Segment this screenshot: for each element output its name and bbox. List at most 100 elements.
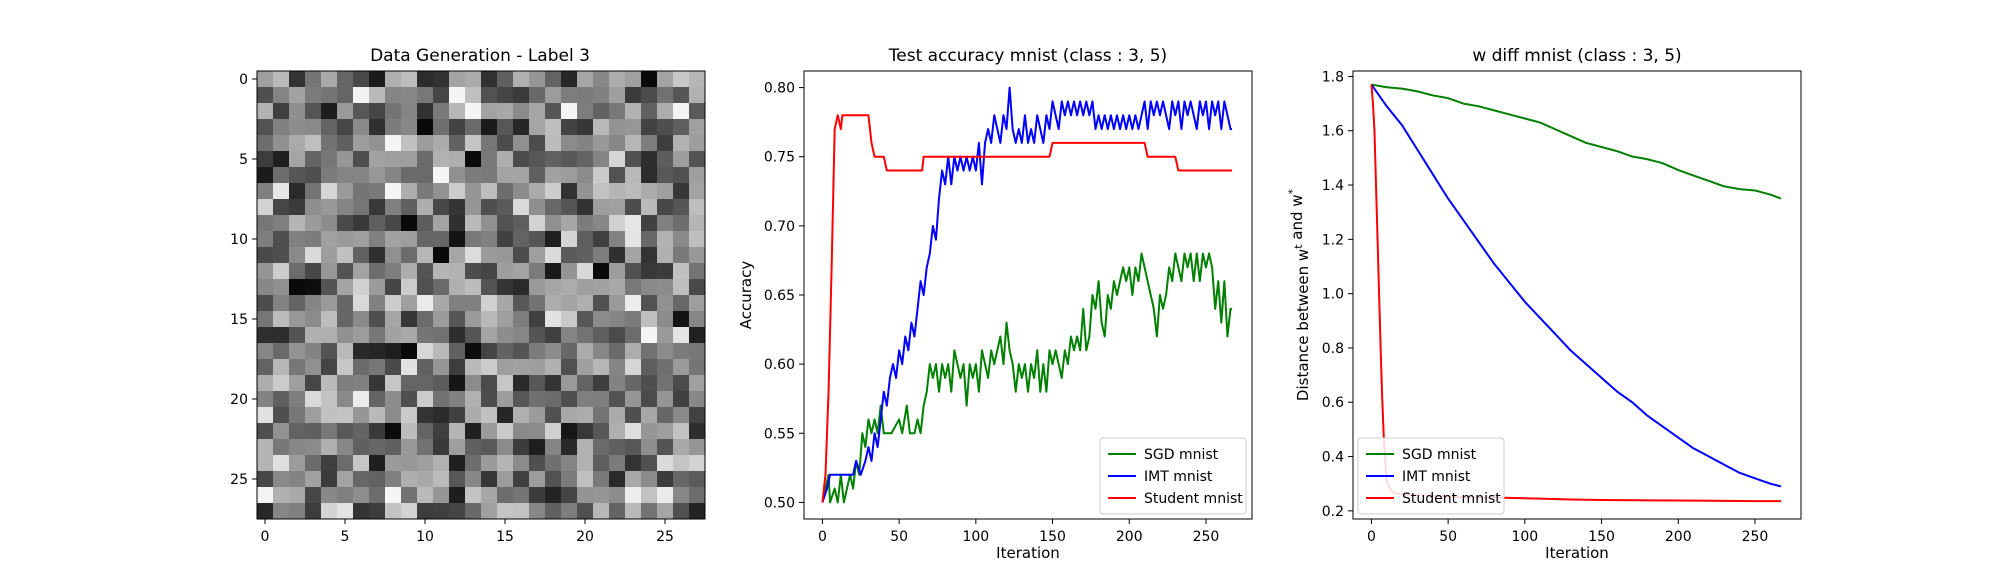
x-tick-label: 0 (818, 529, 827, 545)
y-tick-label: 0.60 (764, 357, 795, 373)
heatmap-cell (545, 407, 562, 424)
heatmap-cell (657, 439, 674, 456)
heatmap-cell (513, 103, 530, 120)
accuracy-ticks: 0 50 100 150 200 250 0.50 0.55 0.60 0.65 0.70 0.75 0… (764, 81, 1220, 545)
heatmap-cell (257, 247, 274, 264)
heatmap-cell (641, 167, 658, 184)
heatmap-cell (593, 279, 610, 296)
heatmap-cell (449, 471, 466, 488)
heatmap-cell (257, 343, 274, 360)
heatmap-cell (641, 487, 658, 504)
wdiff-frame (1352, 70, 1802, 520)
accuracy-lines (821, 86, 1233, 504)
heatmap-cell (577, 151, 594, 168)
heatmap-cell (545, 423, 562, 440)
legend-label: Student mnist (1402, 491, 1501, 507)
heatmap-cell (353, 455, 370, 472)
heatmap-cell (353, 103, 370, 120)
heatmap-cell (385, 487, 402, 504)
heatmap-cell (689, 343, 706, 360)
heatmap-cell (289, 503, 306, 520)
heatmap-cell (657, 375, 674, 392)
y-tick-label: 1.4 (1322, 178, 1344, 194)
heatmap-cell (401, 343, 418, 360)
heatmap-cell (353, 279, 370, 296)
heatmap-cell (305, 263, 322, 280)
heatmap-cell (513, 471, 530, 488)
heatmap-cell (593, 503, 610, 520)
x-tick-label: 200 (1665, 529, 1692, 545)
heatmap-cell (689, 247, 706, 264)
heatmap-cell (609, 247, 626, 264)
heatmap-cell (481, 295, 498, 312)
heatmap-cell (449, 199, 466, 216)
heatmap-cell (353, 247, 370, 264)
heatmap-cell (289, 407, 306, 424)
heatmap-cell (609, 455, 626, 472)
heatmap-cell (353, 183, 370, 200)
heatmap-cell (673, 199, 690, 216)
heatmap-cell (641, 407, 658, 424)
heatmap-cell (353, 391, 370, 408)
heatmap-cell (593, 423, 610, 440)
series-line-imt-mnist (1370, 84, 1782, 488)
heatmap-cell (593, 87, 610, 104)
heatmap-cell (433, 503, 450, 520)
heatmap-cell (609, 311, 626, 328)
heatmap-cell (577, 471, 594, 488)
heatmap-cell (657, 231, 674, 248)
heatmap-cell (321, 119, 338, 136)
heatmap-cell (305, 327, 322, 344)
heatmap-cell (417, 215, 434, 232)
heatmap-cell (481, 471, 498, 488)
heatmap-cell (577, 183, 594, 200)
heatmap-cell (593, 343, 610, 360)
heatmap-cell (305, 167, 322, 184)
heatmap-cell (369, 375, 386, 392)
heatmap-cell (609, 503, 626, 520)
heatmap-cell (465, 279, 482, 296)
heatmap-cell (417, 375, 434, 392)
heatmap-cell (689, 215, 706, 232)
heatmap-cell (673, 103, 690, 120)
heatmap-cell (369, 295, 386, 312)
heatmap-cell (337, 103, 354, 120)
heatmap-cell (433, 87, 450, 104)
heatmap-cell (625, 119, 642, 136)
heatmap-cell (353, 87, 370, 104)
heatmap-cell (641, 359, 658, 376)
heatmap-cell (657, 343, 674, 360)
heatmap-cell (289, 247, 306, 264)
heatmap-cell (305, 343, 322, 360)
heatmap-cell (257, 87, 274, 104)
heatmap-cell (305, 135, 322, 152)
heatmap-cell (481, 503, 498, 520)
heatmap-cell (593, 455, 610, 472)
heatmap-cell (257, 279, 274, 296)
heatmap-cell (337, 327, 354, 344)
heatmap-cell (449, 151, 466, 168)
heatmap-cell (625, 151, 642, 168)
heatmap-cell (577, 279, 594, 296)
heatmap-cell (657, 119, 674, 136)
heatmap-cell (609, 215, 626, 232)
heatmap-cell (337, 135, 354, 152)
heatmap-cell (321, 375, 338, 392)
heatmap-cell (449, 119, 466, 136)
heatmap-cell (561, 407, 578, 424)
heatmap-cell (385, 167, 402, 184)
y-tick-label: 0.2 (1322, 504, 1344, 520)
legend-label: SGD mnist (1402, 447, 1477, 463)
heatmap-cell (497, 487, 514, 504)
heatmap-cell (449, 279, 466, 296)
heatmap-cell (593, 487, 610, 504)
heatmap-cell (641, 391, 658, 408)
heatmap-cell (481, 215, 498, 232)
heatmap-cell (497, 167, 514, 184)
heatmap-cell (257, 231, 274, 248)
heatmap-cell (369, 311, 386, 328)
heatmap-cell (401, 231, 418, 248)
heatmap-cell (273, 167, 290, 184)
x-tick-label: 5 (341, 529, 350, 545)
heatmap-cell (417, 151, 434, 168)
